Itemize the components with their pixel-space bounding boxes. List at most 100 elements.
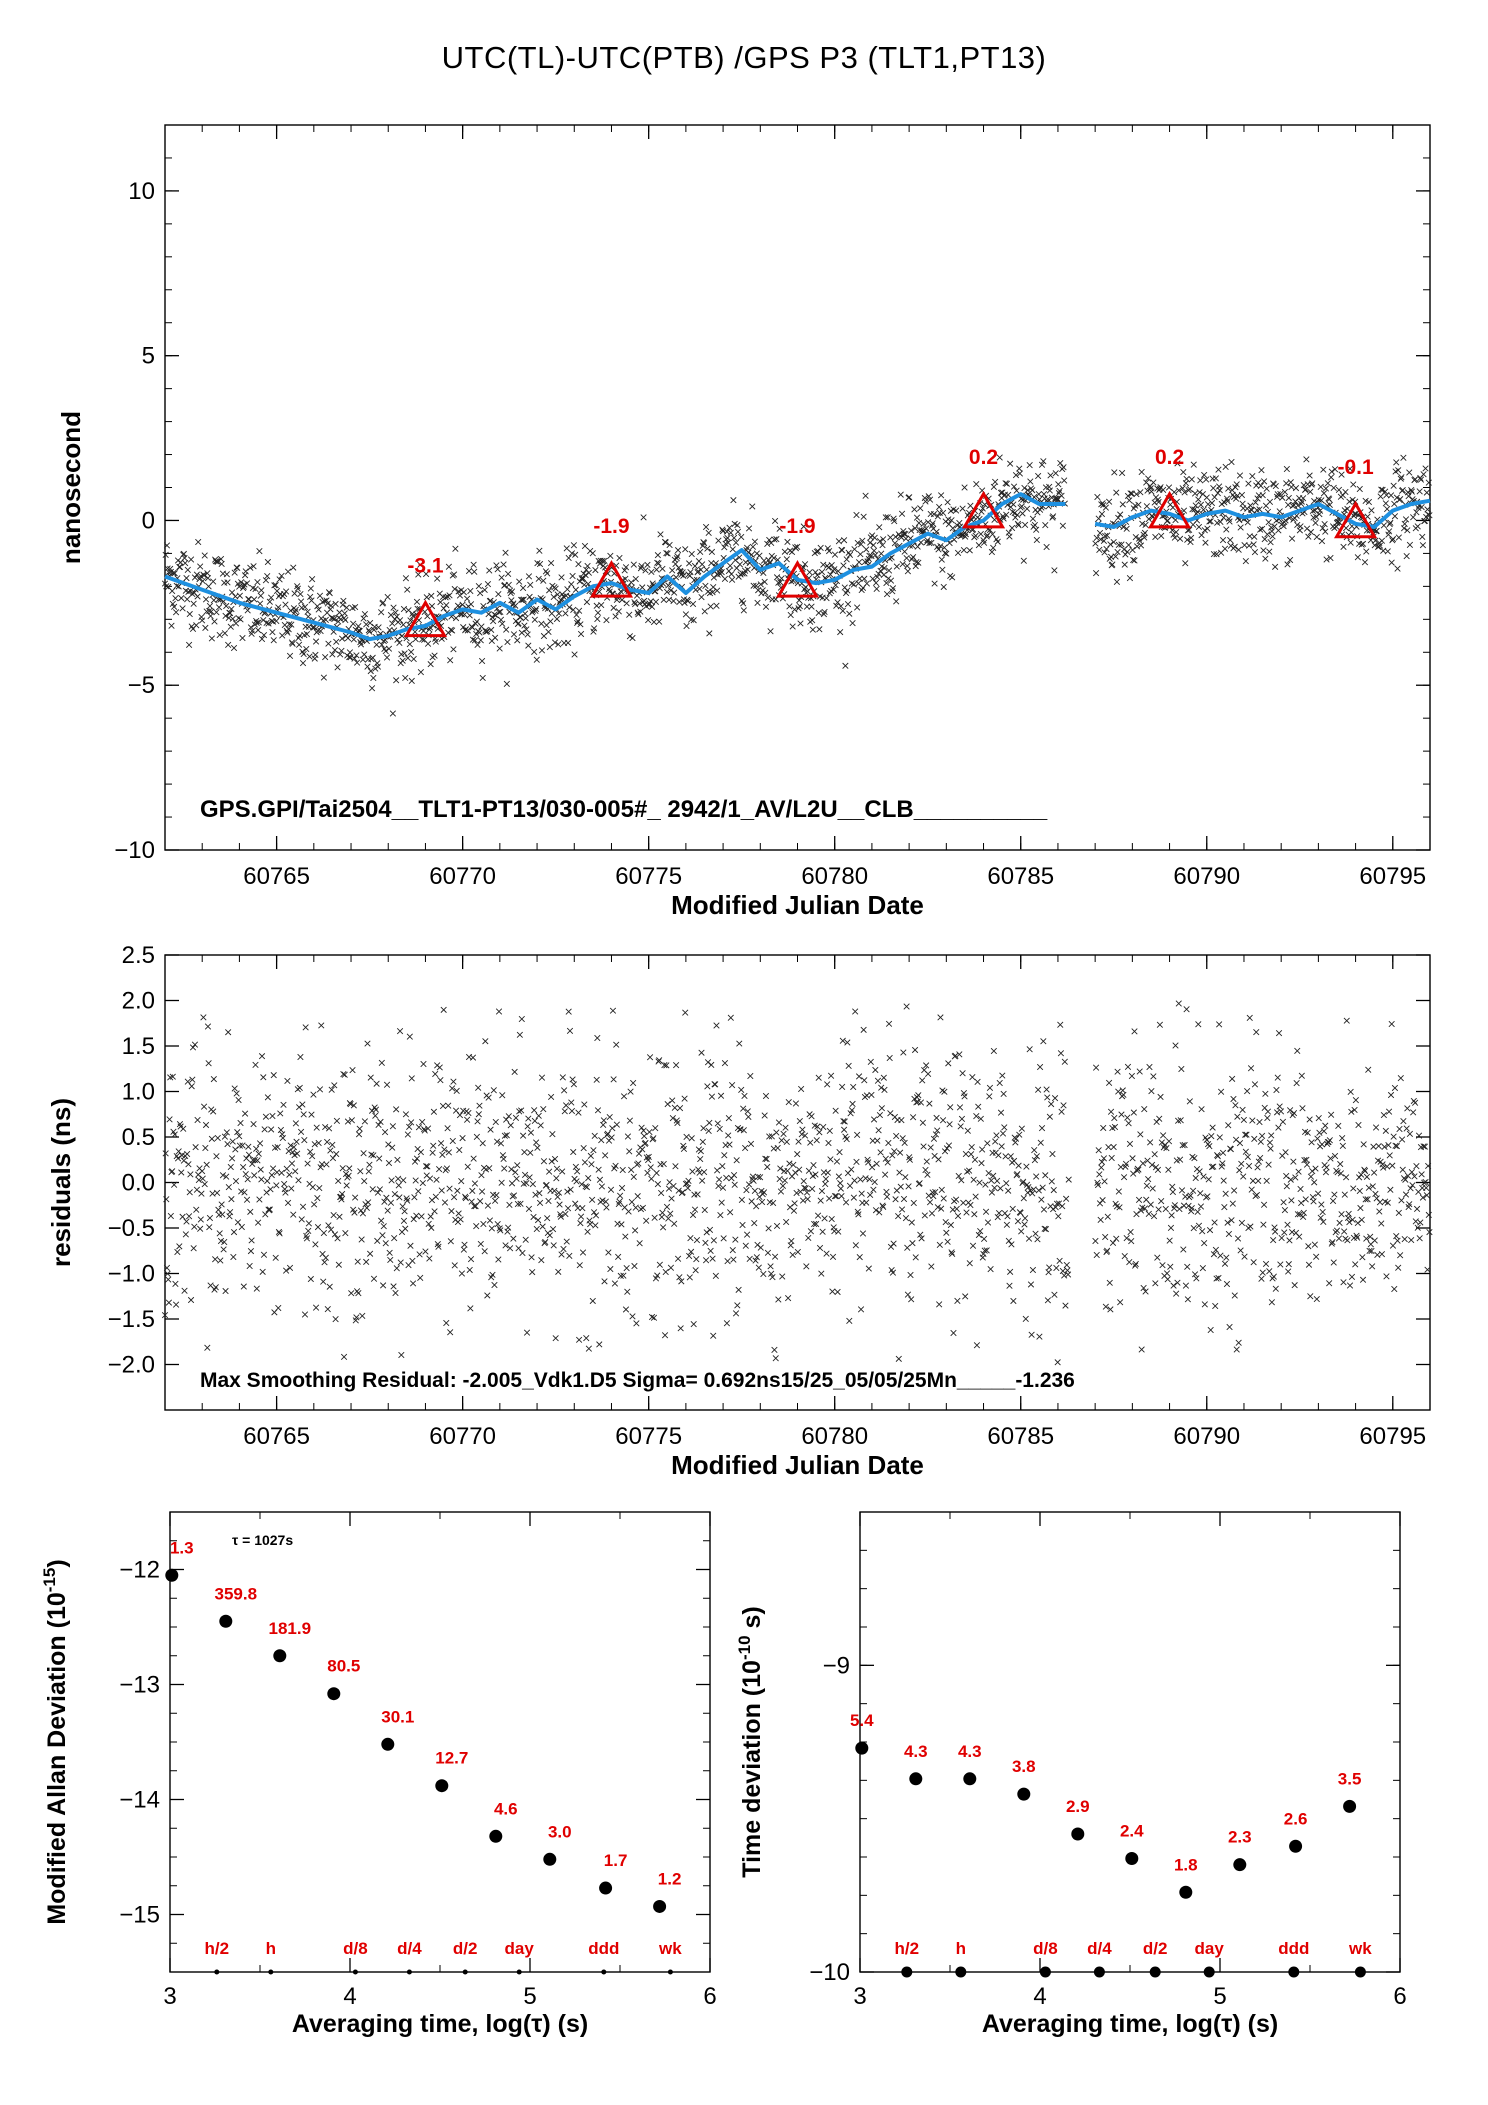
measurement-point (390, 604, 397, 611)
residual-point (1263, 1177, 1270, 1185)
measurement-point (930, 511, 938, 518)
residual-point (1001, 1124, 1008, 1131)
measurement-point (870, 541, 877, 549)
residual-point (1424, 1266, 1431, 1273)
residual-point (407, 1119, 415, 1126)
residual-point (997, 1109, 1005, 1116)
measurement-point (240, 584, 247, 592)
page-title: UTC(TL)-UTC(PTB) /GPS P3 (TLT1,PT13) (441, 40, 1047, 75)
residual-point (400, 1177, 407, 1184)
residual-point (549, 1131, 556, 1138)
measurement-point (909, 553, 917, 561)
measurement-point (312, 638, 320, 645)
residual-point (1064, 1271, 1072, 1278)
residual-point (245, 1151, 253, 1158)
residual-point (1322, 1169, 1330, 1176)
residual-point (1304, 1129, 1311, 1136)
residual-point (477, 1240, 484, 1248)
residual-point (905, 1183, 912, 1190)
measurement-point (1307, 528, 1315, 536)
residual-point (1398, 1136, 1406, 1143)
residual-point (1166, 1237, 1173, 1244)
residual-point (732, 1236, 739, 1243)
residual-point (828, 1215, 835, 1223)
residual-point (746, 1255, 753, 1262)
measurement-point (628, 579, 635, 586)
residual-point (500, 1155, 507, 1163)
measurement-point (254, 626, 262, 634)
measurement-point (1307, 488, 1314, 495)
measurement-point (1196, 489, 1203, 496)
residual-point (835, 1173, 843, 1180)
measurement-point (343, 604, 350, 611)
residual-point (536, 1190, 543, 1197)
residual-point (529, 1268, 536, 1276)
residual-point (326, 1283, 333, 1290)
residual-point (230, 1228, 238, 1236)
residual-point (626, 1148, 633, 1155)
residual-point (1007, 1153, 1014, 1160)
residual-point (451, 1262, 458, 1269)
residual-point (1306, 1116, 1313, 1123)
residual-point (628, 1198, 635, 1206)
measurement-point (1356, 485, 1363, 493)
measurement-point (525, 573, 533, 580)
measurement-point (1322, 528, 1329, 535)
measurement-point (1258, 466, 1265, 474)
residual-point (804, 1196, 811, 1203)
residual-point (331, 1082, 338, 1089)
measurement-point (911, 525, 919, 532)
measurement-point (669, 567, 676, 574)
measurement-point (529, 607, 536, 614)
measurement-point (1263, 485, 1270, 492)
residual-point (1227, 1145, 1234, 1153)
residual-point (598, 1136, 605, 1144)
measurement-point (698, 593, 705, 601)
residual-point (1335, 1122, 1342, 1129)
measurement-point (901, 548, 908, 555)
measurement-point (696, 585, 703, 592)
measurement-point (413, 598, 421, 605)
residual-point (1027, 1281, 1035, 1288)
residual-point (878, 1084, 885, 1091)
residual-point (852, 1008, 859, 1015)
residual-point (393, 1106, 400, 1113)
residual-point (1298, 1199, 1305, 1207)
residual-point (977, 1115, 984, 1122)
measurement-point (237, 616, 244, 623)
residual-point (260, 1074, 267, 1081)
residual-point (1358, 1216, 1365, 1223)
measurement-point (984, 532, 991, 539)
residual-point (333, 1150, 340, 1158)
x-tick-label: 60790 (1173, 863, 1240, 890)
measurement-point (466, 612, 473, 619)
deviation-point (327, 1687, 341, 1701)
measurement-point (200, 572, 208, 579)
residual-point (351, 1209, 358, 1216)
measurement-point (367, 667, 374, 675)
residual-point (934, 1204, 941, 1211)
residual-point (658, 1189, 665, 1197)
measurement-point (1195, 496, 1202, 503)
measurement-point (364, 663, 371, 670)
measurement-point (879, 542, 886, 549)
residual-point (588, 1161, 595, 1168)
residual-point (322, 1254, 329, 1261)
measurement-point (665, 596, 673, 603)
y-tick-label: −15 (119, 1902, 160, 1929)
residual-point (706, 1119, 713, 1126)
measurement-point (796, 597, 803, 604)
residual-point (426, 1175, 434, 1182)
measurement-point (1098, 510, 1106, 518)
residual-point (948, 1249, 955, 1256)
residual-point (803, 1189, 811, 1196)
residual-point (251, 1172, 258, 1179)
residual-point (1402, 1191, 1410, 1198)
residual-point (660, 1160, 667, 1168)
residual-point (955, 1172, 962, 1180)
residual-point (235, 1096, 242, 1104)
residual-point (616, 1198, 623, 1205)
measurement-point (1012, 472, 1020, 479)
measurement-point (378, 609, 385, 616)
residual-point (1116, 1204, 1123, 1211)
